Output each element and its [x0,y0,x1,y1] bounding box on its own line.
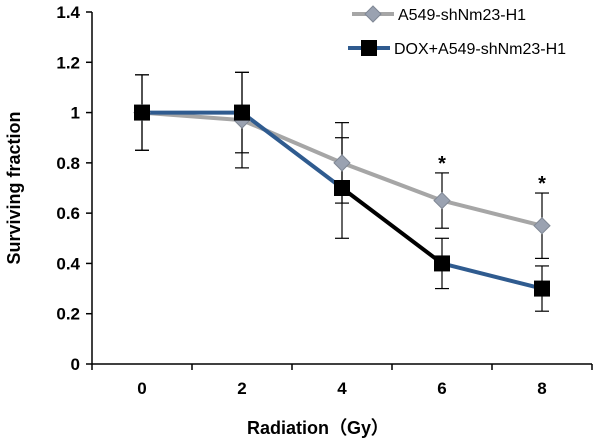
y-tick-label: 0.4 [56,254,80,273]
data-point-square [134,104,150,121]
y-tick-label: 0.6 [56,204,80,223]
data-point-square [434,255,450,272]
y-tick-label: 1 [71,104,80,123]
series-markers [133,103,551,297]
y-tick-label: 1.4 [56,3,80,22]
significance-asterisk: * [538,173,546,195]
y-tick-label: 0.2 [56,305,80,324]
legend-swatch-a549-marker [364,5,382,23]
x-tick-label: 6 [437,379,446,398]
y-tick-label: 1.2 [56,53,80,72]
significance-asterisk: * [438,153,446,175]
legend-swatch-dox-marker [361,40,377,56]
series-lines [140,110,544,291]
y-axis-title: Surviving fraction [4,111,24,264]
significance-marks: ** [438,153,546,195]
data-point-diamond [333,154,351,172]
x-axis: 0 2 4 6 8 [91,363,593,398]
legend: A549-shNm23-H1 DOX+A549-shNm23-H1 [348,5,566,58]
x-axis-title: Radiation（Gy） [247,418,389,438]
series-line-segment [340,160,444,203]
data-point-diamond [433,191,451,210]
x-tick-label: 4 [337,379,347,398]
series-line-segment [240,110,344,190]
series-line-segment [240,118,344,165]
data-point-square [534,280,550,297]
y-tick-label: 0.8 [56,154,80,173]
x-tick-label: 8 [537,379,546,398]
data-point-square [334,180,350,196]
series-line-segment [440,261,544,291]
legend-label-dox: DOX+A549-shNm23-H1 [394,41,566,58]
series-line-segment [440,198,544,228]
y-tick-label: 0 [71,355,80,374]
x-tick-label: 2 [237,379,246,398]
series-line-segment [340,186,444,266]
data-point-diamond [533,217,551,235]
data-point-square [234,104,250,121]
legend-label-a549: A549-shNm23-H1 [398,7,526,24]
y-axis: 0 0.2 0.4 0.6 0.8 1 1.2 1.4 [56,3,93,374]
x-tick-label: 0 [137,379,146,398]
